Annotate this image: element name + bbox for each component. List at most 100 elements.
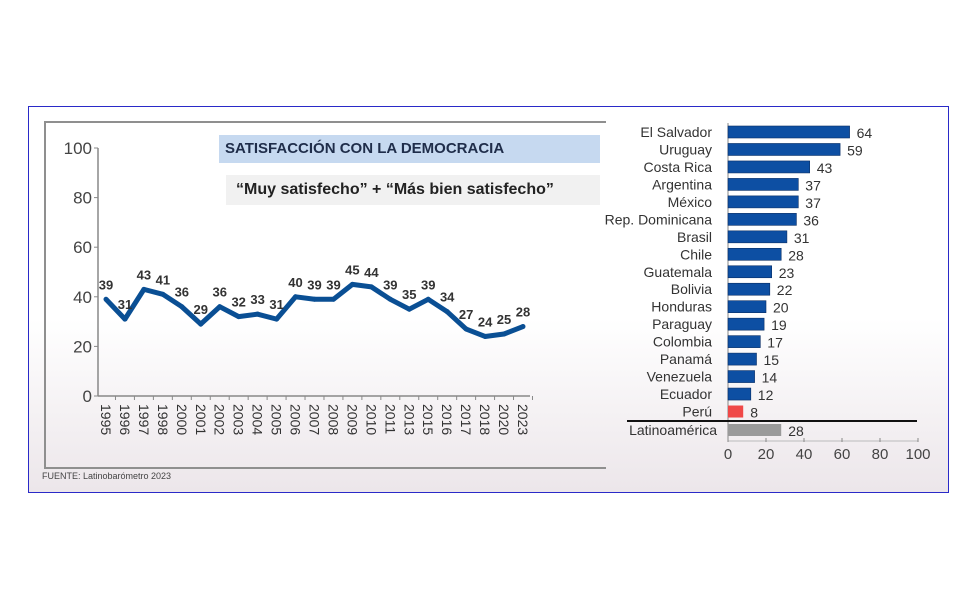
data-point: [463, 326, 469, 332]
bar: [727, 178, 799, 191]
data-point: [368, 284, 374, 290]
total-value-label: 28: [788, 423, 804, 439]
data-point: [349, 281, 355, 287]
x-tick-label: 1995: [98, 404, 114, 435]
x-tick-label: 2018: [477, 404, 493, 435]
bar-value-label: 31: [794, 230, 810, 246]
bar: [727, 335, 761, 348]
x-tick-label: 2003: [231, 404, 247, 435]
data-point: [103, 296, 109, 302]
y-tick-label: 60: [73, 238, 92, 257]
bar-category-label: Ecuador: [660, 386, 712, 402]
data-label: 28: [516, 305, 530, 320]
bar: [727, 143, 841, 156]
bar-x-tick-label: 80: [872, 446, 889, 463]
bar-value-label: 28: [788, 247, 804, 263]
data-point: [293, 294, 299, 300]
bar: [727, 213, 797, 226]
data-label: 39: [421, 277, 435, 292]
data-point: [179, 304, 185, 310]
bar-x-tick-label: 20: [758, 446, 775, 463]
bar-category-label: Paraguay: [652, 316, 712, 332]
data-point: [482, 333, 488, 339]
chart-title: SATISFACCIÓN CON LA DEMOCRACIA: [219, 135, 600, 163]
bar-category-label: Perú: [682, 404, 712, 420]
y-tick-label: 20: [73, 337, 92, 356]
x-tick-label: 2013: [401, 404, 417, 435]
data-point: [425, 296, 431, 302]
bar-category-label: Panamá: [660, 351, 712, 367]
x-tick-label: 2015: [420, 404, 436, 435]
bar-category-label: México: [668, 194, 713, 210]
data-point: [387, 296, 393, 302]
data-label: 43: [137, 267, 151, 282]
data-label: 41: [156, 272, 170, 287]
x-tick-label: 2020: [496, 404, 512, 435]
bar-value-label: 15: [764, 352, 780, 368]
x-tick-label: 2016: [439, 404, 455, 435]
bar: [727, 370, 755, 383]
bar-value-label: 64: [857, 125, 873, 141]
bar: [727, 125, 850, 139]
bar-value-label: 8: [750, 405, 758, 421]
bar-value-label: 20: [773, 300, 789, 316]
data-label: 27: [459, 307, 473, 322]
x-tick-label: 1998: [155, 404, 171, 435]
bar: [727, 265, 773, 279]
bar: [728, 405, 744, 418]
bar-category-label: Colombia: [653, 334, 712, 350]
bar-category-label: Brasil: [677, 229, 712, 245]
data-point: [255, 311, 261, 317]
data-label: 36: [212, 285, 226, 300]
bar-x-tick-label: 40: [796, 446, 813, 463]
data-point: [217, 304, 223, 310]
bar-value-label: 37: [805, 177, 821, 193]
x-tick-label: 2009: [344, 404, 360, 435]
x-tick-label: 2007: [307, 404, 323, 435]
bar-x-tick-label: 60: [834, 446, 851, 463]
bar-value-label: 23: [779, 265, 795, 281]
bar-value-label: 22: [777, 282, 793, 298]
bar-category-label: Costa Rica: [644, 159, 713, 175]
data-label: 31: [118, 297, 132, 312]
x-tick-label: 2010: [363, 404, 379, 435]
bar: [727, 317, 765, 331]
bar: [727, 282, 771, 296]
bar-value-label: 14: [762, 370, 778, 386]
bar: [727, 160, 810, 174]
bar-category-label: Bolivia: [671, 281, 712, 297]
total-bar: [728, 424, 782, 436]
bar-category-label: Rep. Dominicana: [605, 211, 713, 227]
x-tick-label: 2011: [382, 404, 398, 434]
y-tick-label: 80: [73, 189, 92, 208]
data-point: [520, 324, 526, 330]
bar-category-label: El Salvador: [640, 124, 712, 140]
data-label: 36: [175, 285, 189, 300]
line-chart-panel: [44, 121, 606, 469]
data-point: [444, 309, 450, 315]
bar: [727, 300, 767, 314]
bar-value-label: 12: [758, 387, 774, 403]
x-tick-label: 2006: [288, 404, 304, 435]
x-tick-label: 2001: [193, 404, 209, 435]
data-point: [141, 286, 147, 292]
data-label: 45: [345, 262, 359, 277]
bar-x-tick-label: 100: [905, 446, 930, 463]
bar: [727, 352, 757, 366]
data-point: [198, 321, 204, 327]
x-tick-label: 2002: [212, 404, 228, 435]
bar-category-label: Argentina: [652, 176, 712, 192]
x-tick-label: 2008: [325, 404, 341, 435]
data-point: [312, 296, 317, 302]
data-point: [160, 291, 166, 297]
bar: [727, 387, 752, 401]
data-point: [330, 296, 336, 302]
y-tick-label: 100: [64, 139, 92, 158]
x-tick-label: 2000: [174, 404, 190, 435]
data-label: 34: [440, 290, 455, 305]
bar-value-label: 36: [803, 212, 819, 228]
data-point: [501, 331, 507, 337]
data-label: 33: [250, 292, 264, 307]
bar-value-label: 43: [817, 160, 833, 176]
